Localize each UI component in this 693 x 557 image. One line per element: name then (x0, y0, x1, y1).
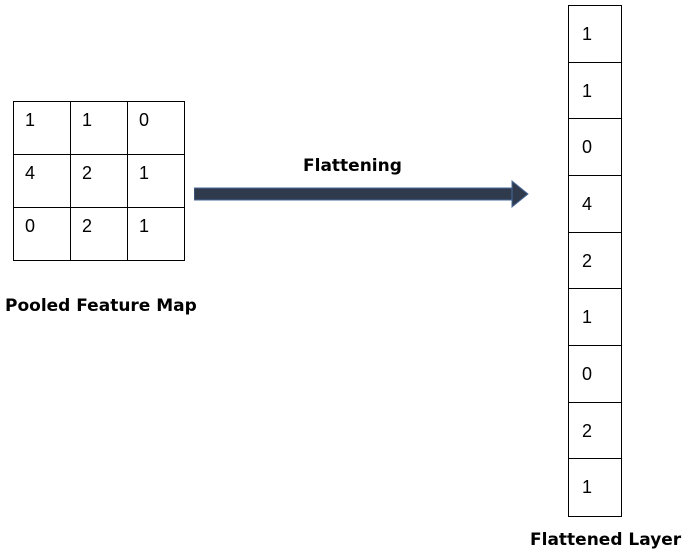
grid-cell: 0 (13, 207, 71, 261)
flattened-cell: 1 (569, 63, 621, 120)
grid-row: 4 2 1 (13, 154, 185, 208)
flattened-cell: 2 (569, 403, 621, 460)
flattened-cell: 1 (582, 477, 593, 498)
grid-cell: 4 (13, 154, 71, 208)
grid-cell: 1 (127, 207, 185, 261)
arrow-head (511, 180, 529, 209)
grid-cell: 2 (70, 154, 128, 208)
grid-row: 1 1 0 (13, 101, 185, 155)
pooled-feature-map-grid: 1 1 0 4 2 1 0 2 1 (13, 101, 185, 261)
grid-row: 0 2 1 (13, 207, 185, 261)
grid-cell: 0 (127, 101, 185, 155)
grid-cell: 1 (13, 101, 71, 155)
flattened-cell: 2 (569, 233, 621, 290)
grid-cell: 1 (127, 154, 185, 208)
flattened-cell: 4 (569, 176, 621, 233)
flattened-layer-column: 1 1 0 4 2 1 0 2 1 (568, 5, 622, 517)
arrow-shaft (194, 187, 515, 201)
flattened-cell: 1 (569, 289, 621, 346)
flattened-cell: 1 (569, 6, 621, 63)
flattening-label: Flattening (303, 156, 402, 176)
flattened-cell: 0 (569, 119, 621, 176)
grid-cell: 1 (70, 101, 128, 155)
pooled-feature-map-title: Pooled Feature Map (5, 296, 197, 316)
flattened-layer-title: Flattened Layer (530, 530, 682, 550)
flattened-cell: 0 (569, 346, 621, 403)
grid-cell: 2 (70, 207, 128, 261)
flattening-arrow (194, 180, 529, 209)
